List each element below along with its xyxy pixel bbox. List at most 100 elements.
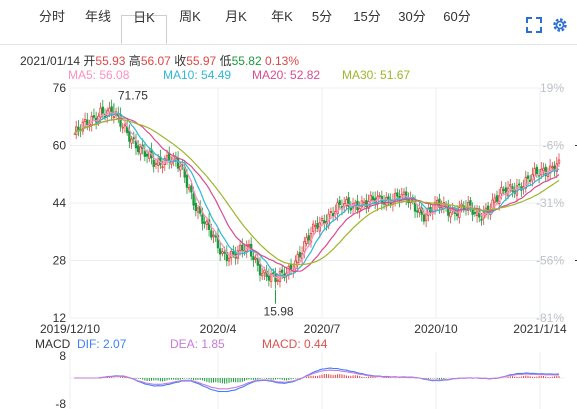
candle-body	[232, 251, 235, 255]
candle-body	[101, 106, 104, 114]
candle-body	[125, 126, 129, 134]
candle-body	[230, 250, 233, 259]
price-tick-label: 12	[53, 311, 67, 325]
tab-30min[interactable]: 30分	[398, 9, 426, 24]
candle-body	[170, 161, 173, 165]
candle-body	[405, 191, 408, 201]
candle-body	[391, 200, 395, 205]
candle-body	[551, 166, 554, 169]
candle-body	[216, 235, 220, 249]
low-value: 55.82	[231, 54, 262, 68]
percent-tick-label: -56%	[536, 254, 564, 268]
candle-body	[278, 271, 282, 282]
candle-body	[283, 273, 286, 279]
candle-body	[478, 208, 481, 218]
gear-icon[interactable]	[551, 16, 569, 34]
low-label: 低	[219, 54, 232, 68]
candle-body	[145, 153, 149, 157]
candle-body	[320, 218, 324, 222]
tab-weekly-k[interactable]: 周K	[179, 9, 201, 24]
price-tick-label: 60	[53, 139, 67, 153]
candle-body	[245, 244, 248, 252]
candle-body	[458, 207, 461, 218]
candle-body	[489, 209, 492, 216]
ma5-readout: MA5: 56.08	[68, 68, 130, 82]
candle-body	[265, 270, 268, 277]
candle-body	[482, 212, 485, 219]
tab-daily-k[interactable]: 日K	[121, 10, 167, 44]
candle-body	[509, 184, 512, 187]
tab-yearly-k[interactable]: 年K	[271, 9, 293, 24]
quote-info-line: 2021/01/14 开55.93 高56.07 收55.97 低55.82 0…	[20, 52, 299, 69]
high-annotation: 71.75	[118, 88, 148, 102]
candle-body	[110, 106, 113, 116]
high-value: 56.07	[140, 54, 171, 68]
candle-body	[475, 210, 479, 216]
candle-body	[112, 116, 116, 119]
candle-body	[360, 200, 364, 208]
tab-60min[interactable]: 60分	[443, 9, 471, 24]
candle-body	[201, 214, 204, 224]
candle-body	[223, 251, 226, 254]
candle-body	[433, 202, 437, 212]
candle-body	[373, 198, 377, 204]
candle-body	[88, 123, 91, 126]
candle-body	[79, 129, 82, 132]
candle-body	[422, 214, 426, 222]
fullscreen-icon[interactable]	[526, 17, 542, 33]
percent-tick-label: -31%	[536, 196, 564, 210]
candle-body	[467, 202, 470, 211]
candle-body	[449, 212, 452, 218]
candle-body	[307, 235, 310, 241]
candle-body	[557, 159, 561, 164]
candle-body	[311, 223, 315, 232]
candle-body	[106, 110, 109, 117]
candle-body	[190, 185, 193, 193]
candle-body	[83, 119, 87, 123]
candle-body	[340, 206, 344, 210]
candle-body	[289, 264, 293, 270]
tab-monthly-k[interactable]: 月K	[225, 9, 247, 24]
candle-body	[294, 260, 297, 270]
candle-body	[469, 200, 472, 207]
candle-body	[420, 207, 423, 215]
ma20-line	[73, 117, 560, 273]
candle-body	[453, 209, 457, 214]
candle-body	[325, 221, 328, 224]
date-tick-label: 2021/1/14	[513, 322, 567, 336]
candle-body	[356, 200, 359, 211]
candle-body	[336, 202, 339, 215]
candle-body	[460, 203, 463, 207]
candle-body	[212, 234, 215, 237]
candle-body	[130, 138, 133, 144]
candle-body	[205, 220, 209, 226]
ma20-readout: MA20: 52.82	[252, 68, 321, 82]
candle-body	[548, 165, 552, 174]
candle-body	[506, 187, 510, 197]
candle-body	[256, 258, 260, 266]
ma10-readout: MA10: 54.49	[163, 68, 232, 82]
tab-intraday[interactable]: 分时	[38, 9, 65, 24]
candle-body	[254, 257, 257, 260]
tab-yearly-line[interactable]: 年线	[84, 9, 111, 24]
candle-body	[276, 279, 279, 282]
candle-body	[338, 200, 341, 205]
tab-5min[interactable]: 5分	[311, 9, 333, 24]
candle-body	[183, 166, 186, 178]
candle-body	[241, 244, 244, 251]
candle-body	[442, 202, 446, 207]
tab-15min[interactable]: 15分	[353, 9, 381, 24]
candle-body	[455, 211, 459, 217]
candle-body	[438, 198, 441, 208]
period-tab-bar: 分时 年线 日K 周K 月K 年K 5分 15分 30分 60分	[0, 0, 577, 45]
percent-tick-label: 19%	[540, 81, 564, 95]
candle-body	[150, 149, 153, 159]
candle-body	[298, 252, 302, 258]
candle-body	[94, 117, 98, 123]
change-value: 0.13%	[264, 54, 299, 68]
candle-body	[99, 107, 102, 118]
candle-body	[181, 163, 184, 166]
candle-body	[261, 273, 264, 277]
candle-body	[128, 130, 131, 142]
candle-body	[77, 126, 80, 131]
